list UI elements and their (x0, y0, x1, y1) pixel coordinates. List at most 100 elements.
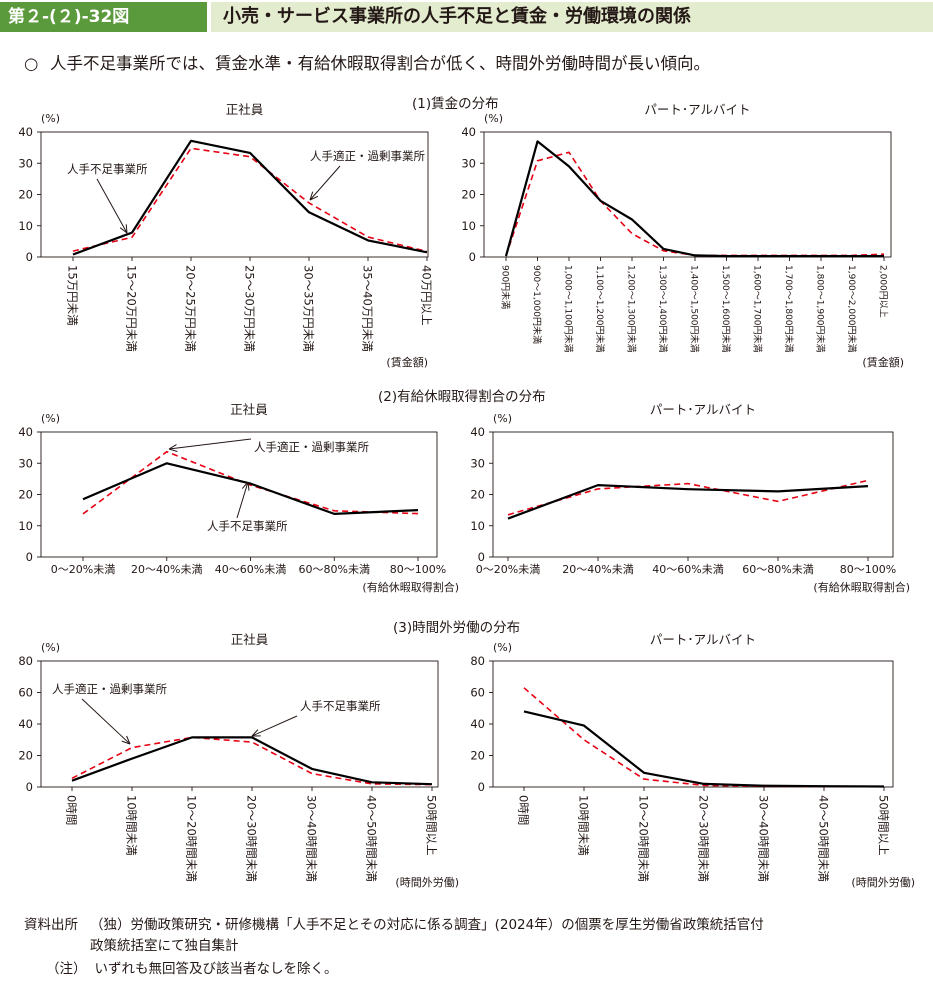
x-axis-label: (有給休暇取得割合) (362, 580, 459, 594)
x-tick-label: 80～100% (390, 563, 446, 576)
y-tick-label: 30 (18, 156, 33, 170)
x-tick-label: 2,000円以上 (878, 265, 889, 318)
series-line-shortage (82, 462, 419, 516)
y-axis-unit: (%) (41, 641, 60, 654)
x-tick-label: 40～50時間未満 (365, 795, 379, 882)
annotation-arrowhead (309, 191, 319, 201)
chart-overtime-part: 0 20 40 60 80 (%) パート･アルバイト 0時間 10時間未満 10～20時間未満 2… (470, 632, 915, 889)
figure-number: 第２-(２)-32図 (0, 2, 207, 32)
y-tick-label: 0 (26, 780, 33, 794)
x-tick-label: 30～35万円未満 (302, 265, 316, 352)
x-tick-label: 15～20万円未満 (125, 265, 139, 352)
source-text-1: （独）労働政策研究・研修機構「人手不足とその対応に係る調査」(2024年）の個票… (90, 917, 764, 933)
y-axis-unit: (%) (493, 641, 512, 654)
y-tick-label: 20 (18, 488, 33, 502)
x-tick-label: 1,500～1,600円未満 (720, 265, 732, 353)
annotation-arrow (309, 165, 341, 201)
y-tick-label: 60 (470, 686, 485, 700)
chart-title: パート･アルバイト (650, 402, 756, 417)
x-axis-label: (有給休暇取得割合) (813, 580, 910, 594)
annotation-arrowhead (251, 729, 261, 737)
chart-leave-part: 0 10 20 30 40 (%) パート･アルバイト 0～20%未満 20～40%未満 40～6… (470, 402, 910, 594)
x-axis-label: (賃金額) (862, 355, 904, 369)
x-tick-label: 15万円未満 (66, 265, 80, 326)
figure-header: 第２-(２)-32図 小売・サービス事業所の人手不足と賃金・労働環境の関係 (0, 0, 933, 34)
y-tick-label: 0 (478, 780, 485, 794)
y-tick-label: 40 (18, 125, 33, 139)
section-title-overtime: (3)時間外労働の分布 (393, 620, 521, 636)
y-tick-label: 20 (18, 188, 33, 202)
note-text: いずれも無回答及び該当者なしを除く。 (94, 961, 338, 977)
summary-text: 人手不足事業所では、賃金水準・有給休暇取得割合が低く、時間外労働時間が長い傾向。 (50, 54, 710, 73)
summary: ○ 人手不足事業所では、賃金水準・有給休暇取得割合が低く、時間外労働時間が長い傾向… (24, 50, 710, 74)
series-line-shortage (71, 736, 433, 786)
chart-leave-regular: 0 10 20 30 40 (%) 正社員 0～20%未満 20～40%未満 40～60%未満 60… (18, 402, 459, 594)
annotation-arrow (168, 438, 252, 450)
x-tick-label: 1,300～1,400円未満 (657, 265, 669, 353)
y-tick-label: 60 (18, 686, 33, 700)
x-tick-label: 40万円以上 (420, 265, 434, 326)
x-tick-label: 20～40%未満 (562, 563, 633, 576)
y-tick-label: 0 (469, 250, 476, 264)
annotation-arrow (236, 481, 249, 519)
y-axis-unit: (%) (41, 112, 60, 125)
x-tick-label: 35～40万円未満 (361, 265, 375, 352)
figure-title: 小売・サービス事業所の人手不足と賃金・労働環境の関係 (211, 2, 933, 32)
chart-title: パート･アルバイト (644, 102, 750, 117)
x-tick-label: 60～80%未満 (299, 563, 370, 576)
x-tick-label: 1,700～1,800円未満 (783, 265, 795, 353)
plot-frame (483, 131, 892, 258)
note-line: （注） いずれも無回答及び該当者なしを除く。 (46, 957, 338, 977)
series-line-adequate (72, 147, 428, 253)
y-tick-label: 40 (470, 717, 485, 731)
x-tick-label: 1,800～1,900円未満 (815, 265, 827, 353)
annotation-arrowhead (241, 481, 250, 491)
x-tick-label: 900～1,000円未満 (531, 265, 543, 344)
section-title-wage: (1)賃金の分布 (412, 96, 499, 112)
x-tick-label: 10～20時間未満 (185, 795, 199, 882)
source-line-1: 資料出所 （独）労働政策研究・研修機構「人手不足とその対応に係る調査」(2024年… (24, 913, 764, 933)
annotation-arrowhead (168, 444, 178, 452)
y-tick-label: 10 (18, 519, 33, 533)
annotation-label: 人手不足事業所 (67, 162, 148, 176)
annotation-label: 人手適正・過剰事業所 (254, 440, 369, 454)
chart-title: 正社員 (230, 402, 268, 417)
x-axis-label: (賃金額) (386, 355, 428, 369)
x-tick-label: 20～30時間未満 (245, 795, 259, 882)
x-tick-label: 1,000～1,100円未満 (563, 265, 575, 353)
annotation-label: 人手適正・過剰事業所 (52, 682, 167, 696)
y-tick-label: 20 (461, 188, 476, 202)
x-tick-label: 80～100% (840, 563, 896, 576)
series-line-shortage (507, 484, 869, 520)
series-line-shortage (72, 139, 428, 256)
note-label: （注） (46, 961, 87, 977)
chart-title: 正社員 (226, 102, 264, 117)
y-tick-label: 0 (26, 250, 33, 264)
y-tick-label: 0 (26, 550, 33, 564)
y-tick-label: 80 (18, 654, 33, 668)
y-tick-label: 40 (18, 425, 33, 439)
chart-title: パート･アルバイト (650, 632, 756, 647)
source-label: 資料出所 (24, 917, 78, 933)
plot-frame (40, 660, 439, 788)
x-tick-label: 0～20%未満 (51, 563, 115, 576)
x-tick-label: 30～40時間未満 (305, 795, 319, 882)
x-axis-label: (時間外労働) (395, 875, 459, 889)
section-title-leave: (2)有給休暇取得割合の分布 (378, 389, 546, 405)
y-tick-label: 40 (461, 125, 476, 139)
source-line-2: 政策統括室にて独自集計 (90, 938, 239, 954)
x-tick-label: 1,100～1,200円未満 (594, 265, 606, 353)
chart-title: 正社員 (231, 632, 269, 647)
series-line-shortage (504, 140, 884, 258)
x-tick-label: 1,200～1,300円未満 (626, 265, 638, 353)
y-tick-label: 10 (470, 519, 485, 533)
y-tick-label: 10 (461, 219, 476, 233)
x-tick-label: 1,600～1,700円未満 (752, 265, 764, 353)
x-tick-label: 10～20時間未満 (637, 795, 651, 882)
x-tick-label: 50時間以上 (877, 795, 891, 856)
y-tick-label: 40 (470, 425, 485, 439)
y-axis-unit: (%) (484, 112, 503, 125)
y-axis-unit: (%) (493, 412, 512, 425)
x-tick-label: 40～50時間未満 (817, 795, 831, 882)
